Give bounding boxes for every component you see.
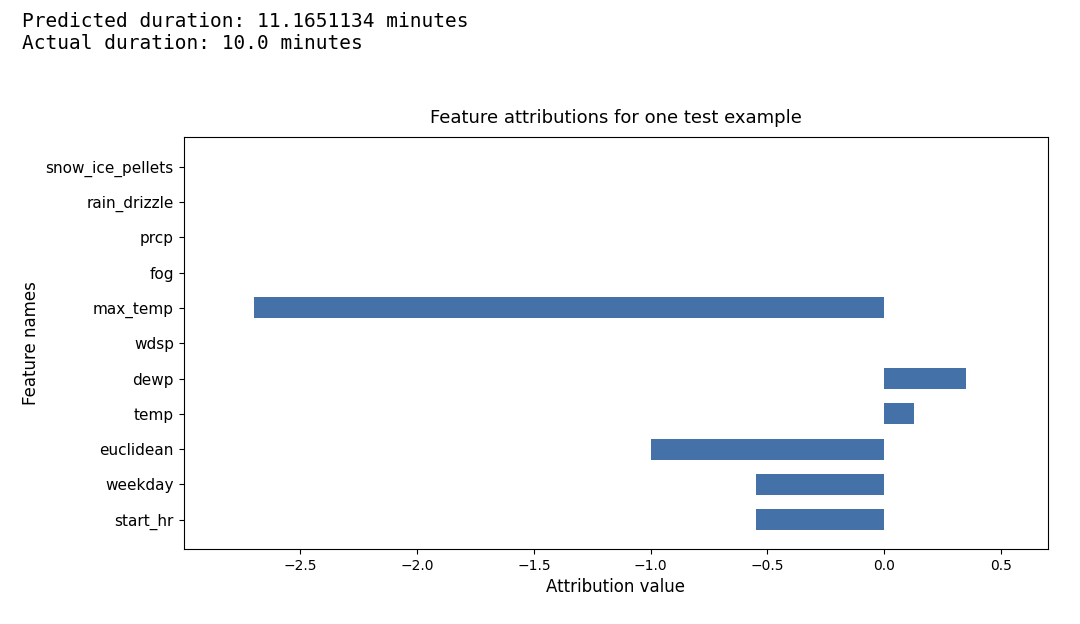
Bar xyxy=(885,403,915,424)
X-axis label: Attribution value: Attribution value xyxy=(546,578,685,597)
Bar xyxy=(756,474,885,495)
Bar xyxy=(650,439,885,460)
Bar xyxy=(254,297,885,318)
Bar xyxy=(756,509,885,530)
Bar xyxy=(885,368,966,389)
Text: Predicted duration: 11.1651134 minutes
Actual duration: 10.0 minutes: Predicted duration: 11.1651134 minutes A… xyxy=(22,12,468,54)
Y-axis label: Feature names: Feature names xyxy=(22,281,40,405)
Title: Feature attributions for one test example: Feature attributions for one test exampl… xyxy=(430,109,801,127)
